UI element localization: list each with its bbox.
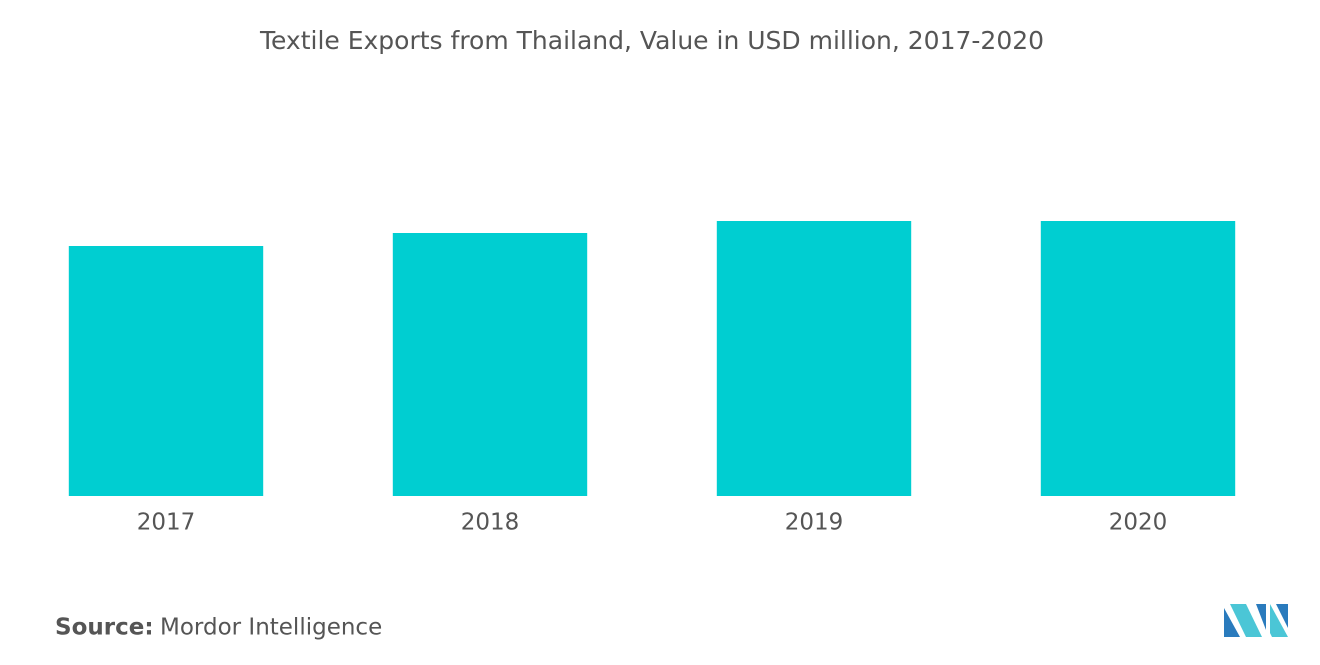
logo xyxy=(1224,604,1288,637)
source-label: Source: xyxy=(55,615,154,641)
bar xyxy=(716,221,912,496)
bar xyxy=(1040,221,1236,496)
bar xyxy=(68,246,264,496)
x-tick-label: 2018 xyxy=(461,510,520,536)
bar xyxy=(392,233,588,496)
x-tick-label: 2019 xyxy=(785,510,844,536)
x-tick-label: 2020 xyxy=(1109,510,1168,536)
x-tick-label: 2017 xyxy=(137,510,196,536)
source-text: Mordor Intelligence xyxy=(160,615,382,641)
chart-title: Textile Exports from Thailand, Value in … xyxy=(259,26,1044,55)
